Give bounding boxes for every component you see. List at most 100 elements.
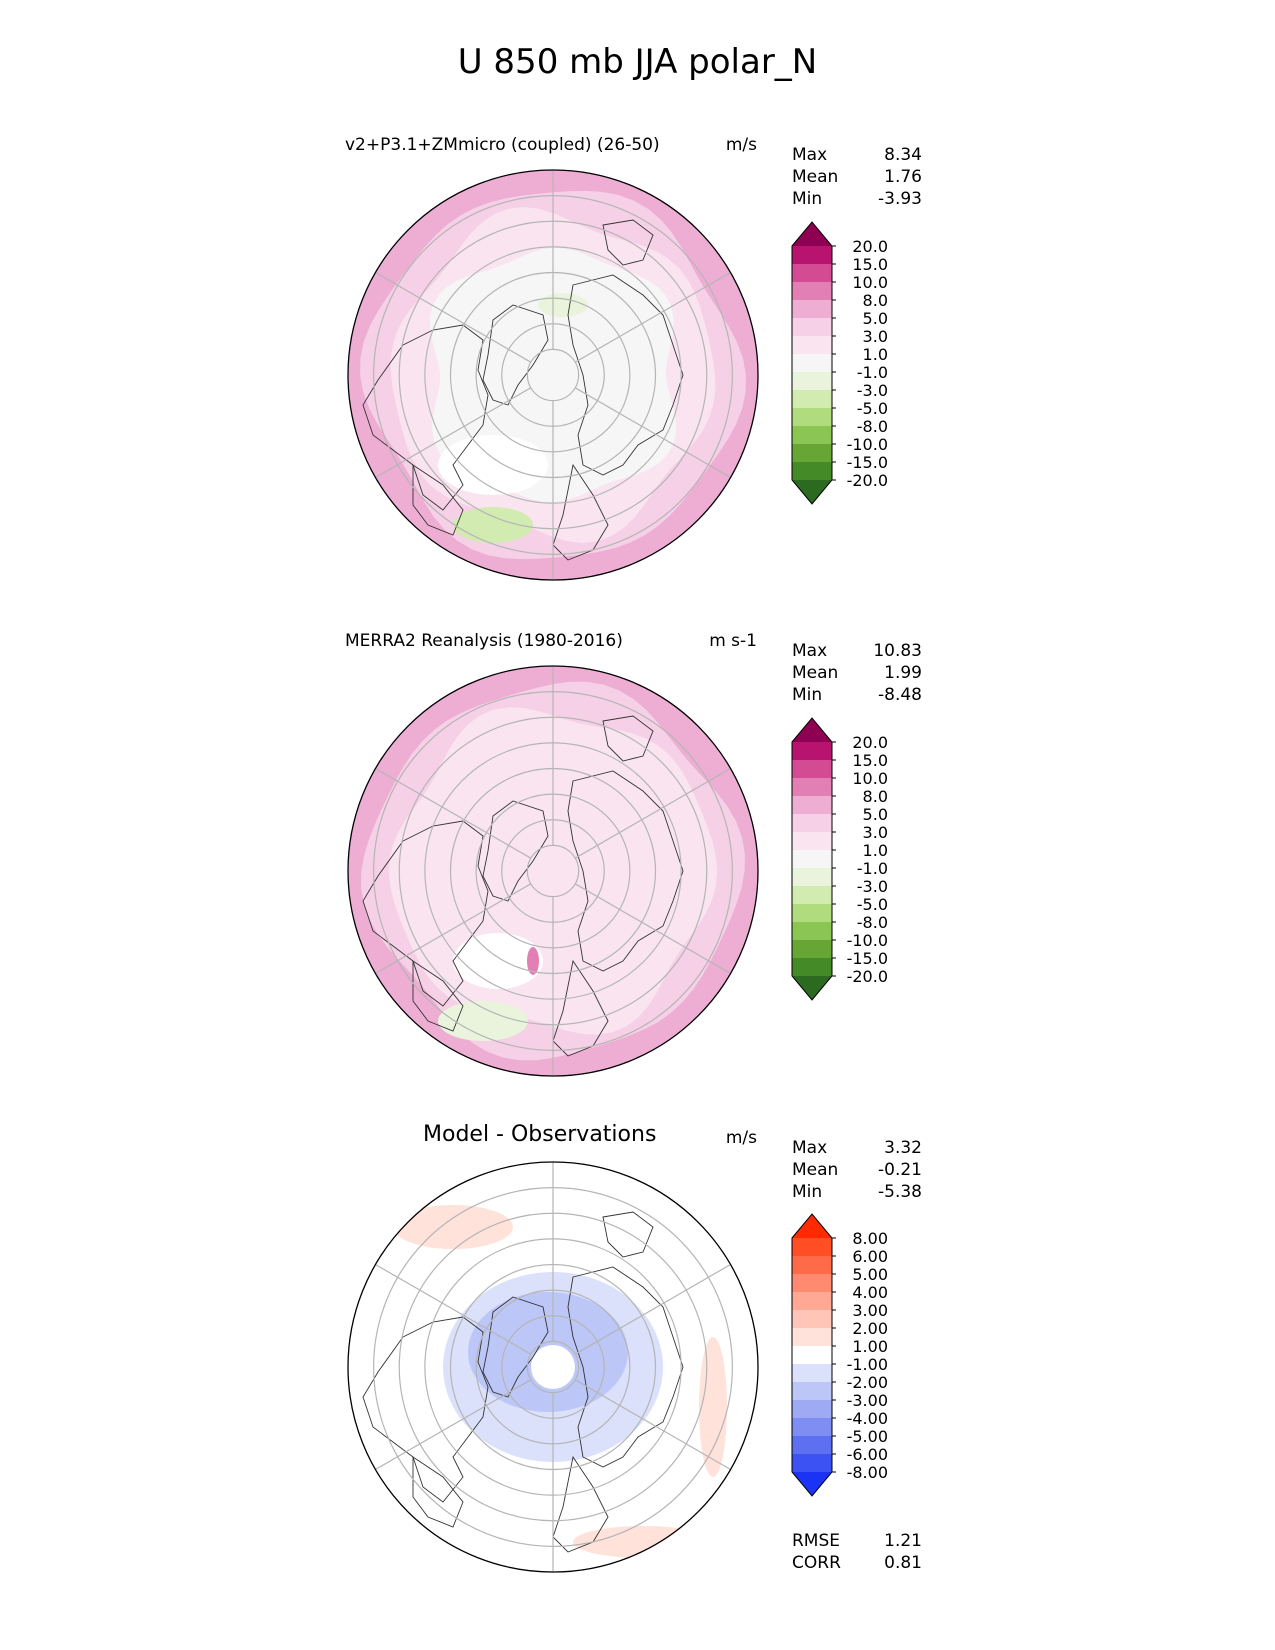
- colorbar-tick-label: 8.0: [863, 291, 888, 310]
- coastline: [602, 219, 654, 266]
- colorbar-segment: [792, 1292, 832, 1310]
- coastline: [362, 1316, 489, 1503]
- colorbar-tick-label: 15.0: [852, 751, 888, 770]
- map-boundary: [347, 169, 759, 581]
- colorbar-tick-label: -3.00: [847, 1391, 888, 1410]
- colorbar-segment: [792, 318, 832, 336]
- panel-1-title: v2+P3.1+ZMmicro (coupled) (26-50): [345, 135, 660, 155]
- panel-2-units: m s-1: [709, 631, 757, 651]
- colorbar-segment: [792, 1310, 832, 1328]
- meridian-line: [574, 1263, 731, 1355]
- colorbar-tick-label: -2.00: [847, 1373, 888, 1392]
- colorbar-segment: [792, 760, 832, 778]
- colorbar-segment: [792, 390, 832, 408]
- colorbar-tick-label: 3.0: [863, 823, 888, 842]
- stat-value: -5.38: [878, 1182, 922, 1202]
- colorbar-segment: [792, 264, 832, 282]
- stat-value: 1.76: [884, 167, 922, 187]
- coastline: [602, 715, 654, 762]
- stat-label: Min: [792, 1182, 823, 1202]
- metric-value: 0.81: [884, 1553, 922, 1573]
- colorbar-tick-label: 5.00: [852, 1265, 888, 1284]
- stat-value: 8.34: [884, 145, 922, 165]
- colorbar-segment: [792, 886, 832, 904]
- colorbar-segment: [792, 408, 832, 426]
- meridian-line: [375, 1379, 532, 1471]
- field-anomaly-patch: [438, 435, 548, 495]
- coastline: [412, 464, 464, 536]
- colorbar-tick-label: 1.0: [863, 841, 888, 860]
- map-boundary: [347, 665, 759, 1077]
- colorbar-segment: [792, 1382, 832, 1400]
- colorbar-tick-label: -1.0: [857, 363, 888, 382]
- meridian-line: [375, 387, 532, 479]
- coastline: [362, 324, 489, 511]
- stat-label: Mean: [792, 1160, 839, 1180]
- coastline: [412, 1456, 464, 1528]
- coastline: [552, 463, 609, 561]
- colorbar-tick-label: -3.0: [857, 877, 888, 896]
- colorbar-segment: [792, 922, 832, 940]
- field-anomaly-patch: [531, 1345, 575, 1389]
- coastline: [602, 1211, 654, 1258]
- field-anomaly-patch: [393, 1205, 513, 1249]
- colorbar-segment: [792, 246, 832, 264]
- colorbar-tick-label: 1.00: [852, 1337, 888, 1356]
- stat-value: 10.83: [873, 641, 922, 661]
- colorbar-tick-label: -4.00: [847, 1409, 888, 1428]
- coastline: [362, 820, 489, 1007]
- colorbar-extension-top: [792, 1214, 832, 1238]
- stat-value: -8.48: [878, 685, 922, 705]
- colorbar-segment: [792, 832, 832, 850]
- colorbar-tick-label: -15.0: [847, 453, 888, 472]
- figure-title: U 850 mb JJA polar_N: [457, 42, 818, 82]
- colorbar-segment: [792, 868, 832, 886]
- colorbar-tick-label: 2.00: [852, 1319, 888, 1338]
- metric-label: CORR: [792, 1553, 841, 1573]
- panel-2-colorbar: 20.015.010.08.05.03.01.0-1.0-3.0-5.0-8.0…: [791, 717, 888, 1001]
- panel-1-stats: Max 8.34 Mean 1.76 Min -3.93: [792, 144, 922, 210]
- colorbar-segment: [792, 1346, 832, 1364]
- colorbar-segment: [792, 850, 832, 868]
- panel-2-stats: Max 10.83 Mean 1.99 Min -8.48: [792, 640, 922, 706]
- colorbar-segment: [792, 426, 832, 444]
- colorbar-tick-label: -6.00: [847, 1445, 888, 1464]
- colorbar-segment: [792, 336, 832, 354]
- field-anomaly-patch: [453, 933, 543, 989]
- map-field: [348, 666, 758, 1076]
- colorbar-segment: [792, 814, 832, 832]
- panel-3-title: Model - Observations: [423, 1122, 657, 1147]
- colorbar-tick-label: -1.0: [857, 859, 888, 878]
- colorbar-segment: [792, 958, 832, 976]
- colorbar-tick-label: -8.00: [847, 1463, 888, 1482]
- colorbar-tick-label: -8.0: [857, 417, 888, 436]
- colorbar-tick-label: -10.0: [847, 931, 888, 950]
- colorbar-tick-label: 20.0: [852, 237, 888, 256]
- panel-3-units: m/s: [725, 1128, 757, 1148]
- coastline: [482, 304, 549, 406]
- colorbar-tick-label: 10.0: [852, 769, 888, 788]
- colorbar-tick-label: -5.0: [857, 895, 888, 914]
- stat-label: Max: [792, 145, 828, 165]
- field-anomaly-patch: [527, 947, 539, 975]
- coastline: [567, 274, 684, 476]
- colorbar-tick-label: 3.0: [863, 327, 888, 346]
- colorbar-tick-label: 3.00: [852, 1301, 888, 1320]
- colorbar-segment: [792, 462, 832, 480]
- colorbar-tick-label: -5.0: [857, 399, 888, 418]
- map-field: [348, 170, 758, 580]
- stat-value: 3.32: [884, 1138, 922, 1158]
- colorbar-segment: [792, 1436, 832, 1454]
- colorbar-tick-label: 20.0: [852, 733, 888, 752]
- coastline: [552, 1455, 609, 1553]
- colorbar-segment: [792, 1238, 832, 1256]
- colorbar-segment: [792, 904, 832, 922]
- colorbar-tick-label: 6.00: [852, 1247, 888, 1266]
- meridian-line: [375, 1263, 532, 1355]
- colorbar-tick-label: -5.00: [847, 1427, 888, 1446]
- stat-label: Mean: [792, 663, 839, 683]
- stat-label: Max: [792, 641, 828, 661]
- colorbar-tick-label: -1.00: [847, 1355, 888, 1374]
- colorbar-segment: [792, 354, 832, 372]
- colorbar-tick-label: 10.0: [852, 273, 888, 292]
